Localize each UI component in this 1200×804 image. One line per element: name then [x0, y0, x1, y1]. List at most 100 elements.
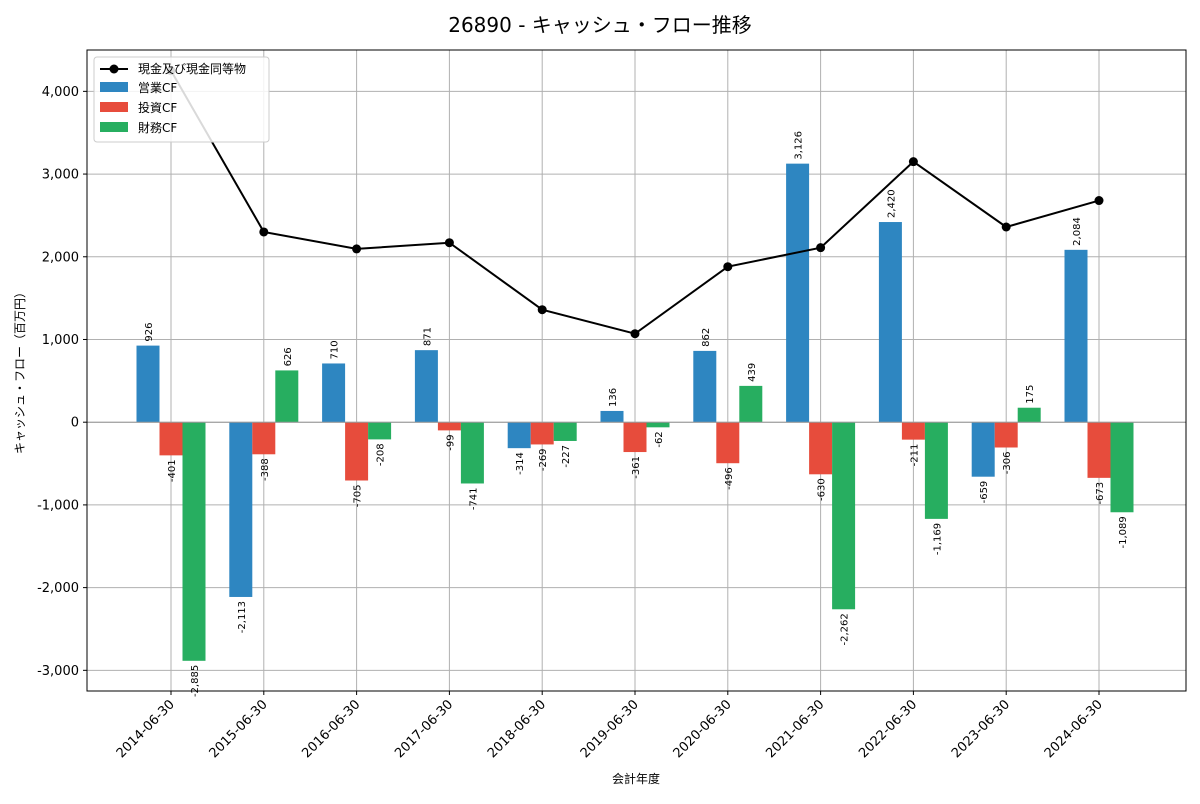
financing-cf-bar [1110, 422, 1134, 513]
bar-value-label: -314 [515, 452, 526, 475]
operating-cf-bar [414, 350, 438, 423]
financing-cf-bar [739, 385, 763, 423]
bar-value-label: -630 [817, 478, 828, 501]
operating-cf-bar [1064, 249, 1088, 423]
operating-cf-bar [878, 222, 902, 423]
investing-cf-bar [345, 422, 369, 481]
investing-cf-bar [809, 422, 833, 475]
x-tick-label: 2017-06-30 [392, 697, 456, 761]
legend-label-cash: 現金及び現金同等物 [138, 61, 246, 76]
legend-line-dot [109, 64, 119, 74]
investing-cf-bar [623, 422, 647, 453]
legend-label-financing: 財務CF [138, 120, 177, 135]
legend-swatch-operating [100, 82, 128, 92]
operating-cf-bar [507, 422, 531, 449]
x-tick-label: 2015-06-30 [207, 697, 271, 761]
investing-cf-bar [1087, 422, 1111, 478]
bar-value-label: -2,262 [840, 613, 851, 645]
bar-value-label: -1,169 [932, 523, 943, 555]
cash-point [352, 244, 362, 254]
y-axis: -3,000 -2,000 -1,000 0 1,000 2,000 3,000 4,000 [37, 85, 87, 679]
x-tick-label: 2022-06-30 [856, 697, 920, 761]
bar-value-label: -401 [167, 459, 178, 482]
legend-label-operating: 営業CF [138, 81, 177, 95]
operating-cf-bar [600, 410, 624, 423]
bar-value-label: -673 [1095, 482, 1106, 505]
bar-value-label: -741 [468, 487, 479, 510]
financing-cf-bar [646, 422, 670, 428]
bar-value-label: 862 [701, 328, 712, 347]
x-tick-label: 2016-06-30 [299, 697, 363, 761]
chart-title: 26890 - キャッシュ・フロー推移 [448, 13, 752, 37]
x-tick-label: 2024-06-30 [1042, 697, 1106, 761]
y-tick-label: 3,000 [42, 168, 79, 183]
bar-value-label: -361 [631, 456, 642, 479]
bar-value-label: -269 [538, 448, 549, 471]
bars [136, 163, 1134, 661]
financing-cf-bar [1017, 407, 1041, 423]
x-tick-label: 2018-06-30 [485, 697, 549, 761]
bar-value-label: 871 [422, 327, 433, 346]
operating-cf-bar [229, 422, 253, 597]
bar-value-label: 2,420 [886, 189, 897, 218]
financing-cf-bar [368, 422, 392, 440]
financing-cf-bar [553, 422, 577, 441]
y-tick-label: -2,000 [37, 581, 79, 596]
x-tick-label: 2019-06-30 [578, 697, 642, 761]
legend-label-investing: 投資CF [138, 100, 177, 115]
operating-cf-bar [971, 422, 995, 477]
financing-cf-bar [275, 370, 299, 423]
plot-frame [86, 49, 1187, 692]
bar-value-label: -388 [260, 458, 271, 481]
bar-value-label: -208 [376, 443, 387, 466]
y-axis-label: キャッシュ・フロー（百万円） [13, 286, 27, 454]
bar-value-label: -705 [353, 485, 364, 508]
legend-swatch-financing [100, 122, 128, 132]
y-tick-label: 2,000 [42, 250, 79, 265]
cash-point [908, 157, 918, 167]
data-labels: 926 -2,113 710 871 -314 136 862 3,126 2,420 -659 2… [144, 131, 1129, 697]
bar-value-label: 710 [330, 340, 341, 359]
grid [87, 50, 1186, 691]
cash-point [444, 238, 454, 248]
operating-cf-bar [322, 363, 346, 423]
bar-value-label: -2,113 [237, 601, 248, 633]
bar-value-label: -306 [1002, 452, 1013, 475]
legend-box [93, 56, 270, 143]
bar-value-label: -1,089 [1118, 516, 1129, 548]
y-tick-label: -1,000 [37, 498, 79, 513]
financing-cf-bar [460, 422, 484, 484]
bar-value-label: 2,084 [1072, 217, 1083, 246]
x-tick-label: 2021-06-30 [763, 697, 827, 761]
financing-cf-bar [832, 422, 856, 610]
investing-cf-bar [901, 422, 925, 440]
y-tick-label: 4,000 [42, 85, 79, 100]
bar-value-label: -227 [561, 445, 572, 468]
operating-cf-bar [693, 350, 717, 423]
cash-point [630, 329, 640, 339]
cash-point [1001, 222, 1011, 232]
legend: 現金及び現金同等物 営業CF 投資CF 財務CF [93, 56, 270, 143]
bar-value-label: 439 [747, 363, 758, 382]
bar-value-label: 626 [283, 347, 294, 366]
cash-point [816, 243, 826, 253]
bar-value-label: -62 [654, 431, 665, 447]
bar-value-label: 926 [144, 323, 155, 342]
bar-value-label: 175 [1025, 385, 1036, 404]
x-tick-label: 2020-06-30 [671, 697, 735, 761]
investing-cf-bar [994, 422, 1018, 448]
investing-cf-bar [252, 422, 276, 455]
cash-point [259, 227, 269, 237]
bar-value-label: -2,885 [190, 665, 201, 697]
bar-value-label: -496 [724, 467, 735, 490]
bar-value-label: -211 [909, 444, 920, 467]
y-tick-label: -3,000 [37, 664, 79, 679]
investing-cf-bar [530, 422, 554, 445]
cash-point [723, 262, 733, 272]
x-axis-label: 会計年度 [612, 771, 660, 786]
cash-point [1094, 196, 1104, 206]
x-axis: 2014-06-30 2015-06-30 2016-06-30 2017-06-30… [114, 691, 1106, 761]
bar-value-label: -659 [979, 481, 990, 504]
